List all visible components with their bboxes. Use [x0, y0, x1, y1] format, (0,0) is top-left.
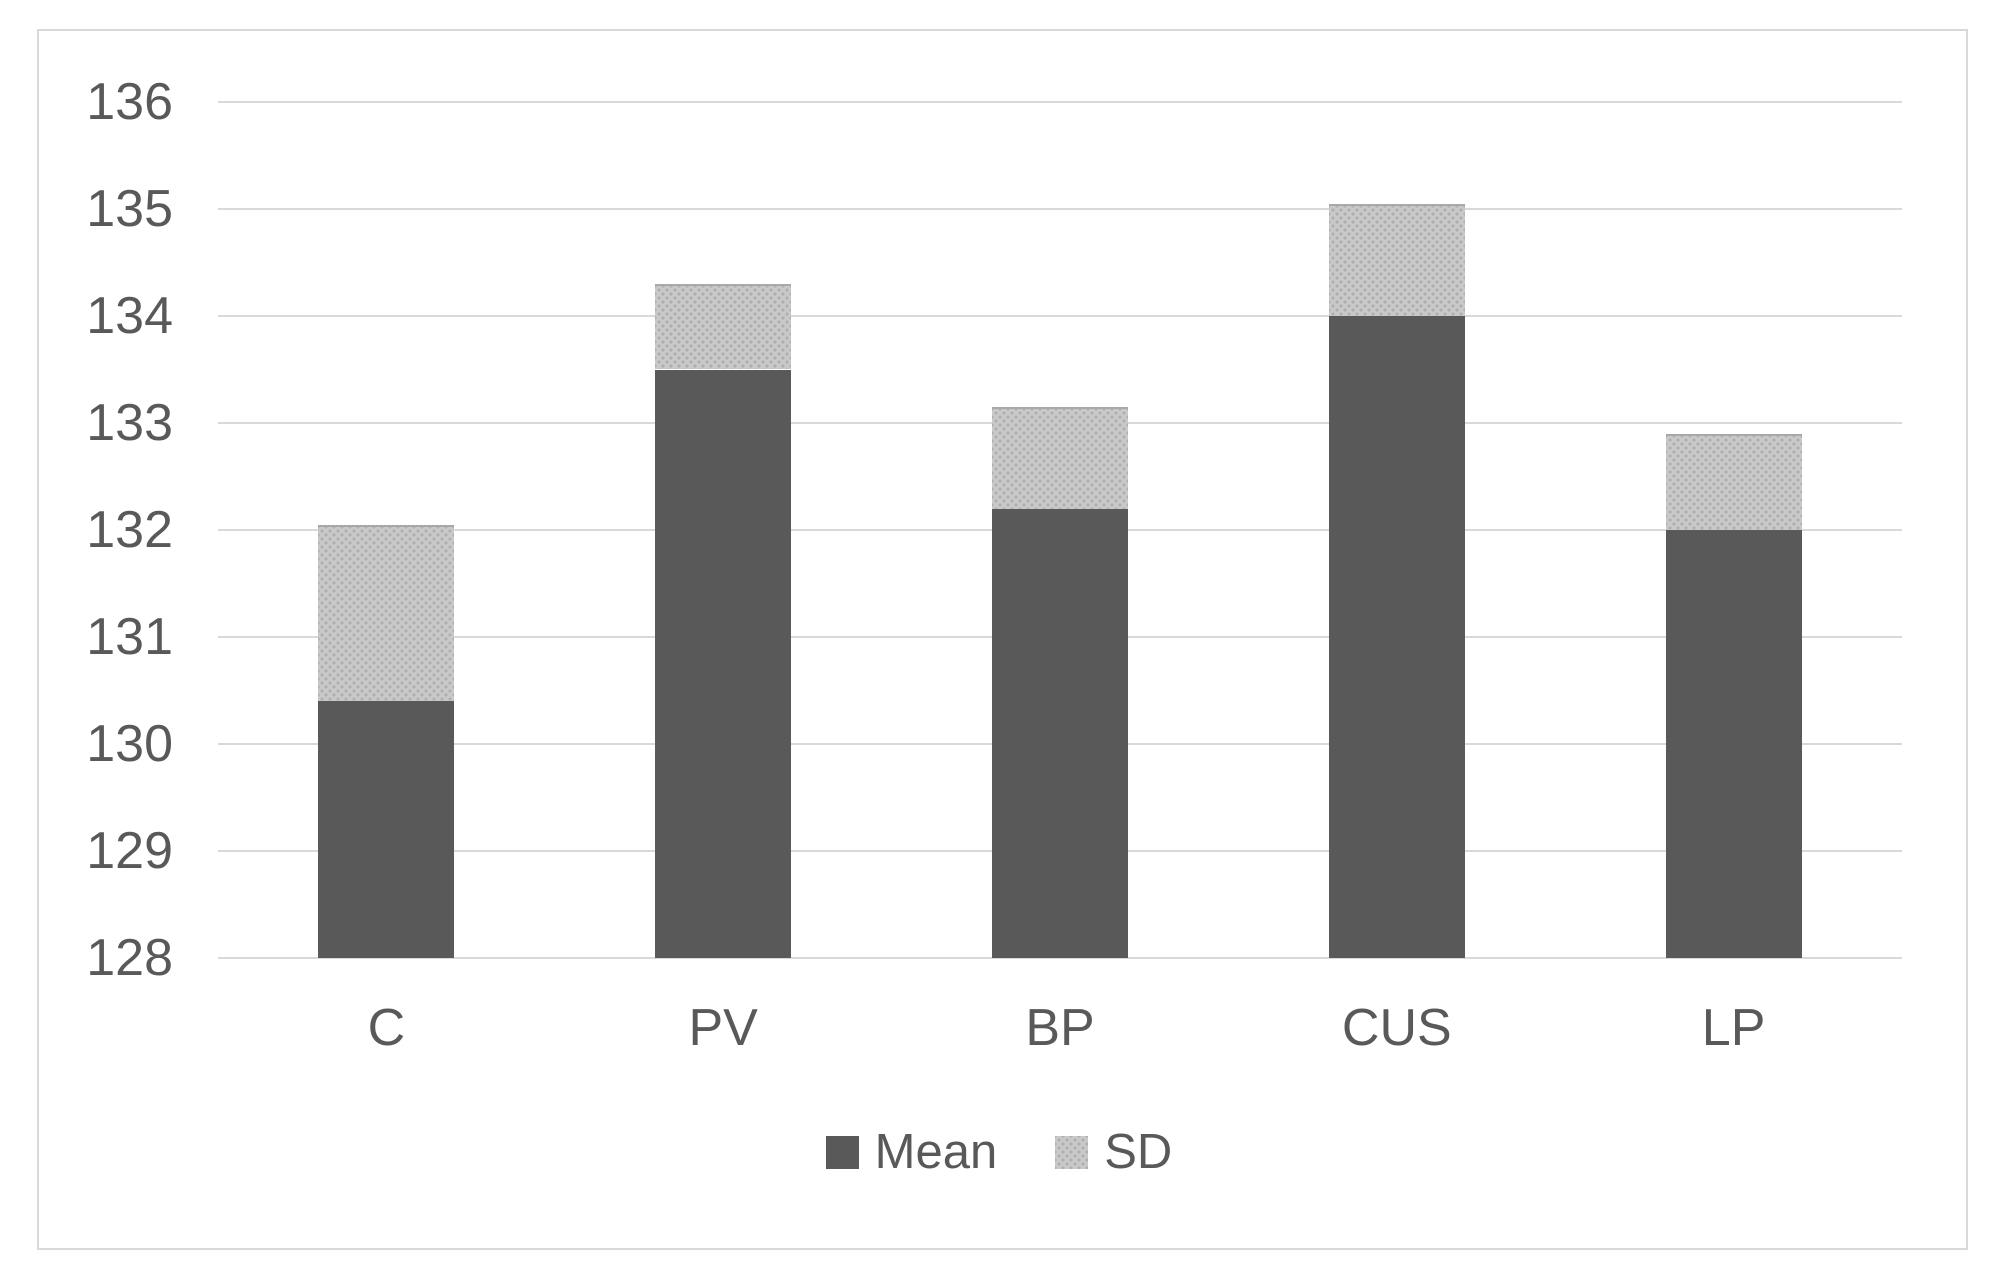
legend-label-sd: SD: [1104, 1125, 1173, 1179]
legend-item-sd: SD: [1055, 1128, 1172, 1177]
y-tick-label-132: 132: [86, 501, 173, 559]
bar-sd-PV: [655, 283, 792, 370]
gridline-136: [218, 101, 1902, 103]
y-tick-label-134: 134: [86, 287, 173, 345]
bar-sd-CUS: [1328, 203, 1465, 316]
y-tick-label-136: 136: [86, 73, 173, 131]
x-category-label-BP: BP: [1025, 999, 1095, 1057]
bar-mean-BP: [992, 508, 1128, 958]
y-tick-label-129: 129: [86, 822, 173, 880]
legend-swatch-sd-icon: [1055, 1136, 1089, 1169]
x-category-label-CUS: CUS: [1341, 999, 1452, 1057]
x-category-label-LP: LP: [1701, 999, 1766, 1057]
y-tick-label-128: 128: [86, 929, 173, 987]
x-category-label-PV: PV: [688, 999, 758, 1057]
legend-label-mean: Mean: [874, 1125, 998, 1179]
legend-swatch-mean-icon: [825, 1136, 859, 1169]
bar-mean-CUS: [1328, 316, 1465, 958]
bar-mean-C: [318, 701, 455, 958]
y-tick-label-130: 130: [86, 715, 173, 773]
legend: Mean SD: [0, 1128, 1998, 1177]
bar-mean-LP: [1665, 530, 1802, 958]
y-tick-label-135: 135: [86, 180, 173, 238]
bar-sd-C: [318, 524, 455, 702]
gridline-128: [218, 957, 1902, 959]
gridline-134: [218, 315, 1902, 317]
legend-item-mean: Mean: [825, 1125, 998, 1179]
gridline-135: [218, 208, 1902, 210]
y-tick-label-133: 133: [86, 394, 173, 452]
y-tick-label-131: 131: [86, 608, 173, 666]
x-category-label-C: C: [367, 999, 406, 1057]
bar-sd-LP: [1665, 433, 1802, 530]
bar-mean-PV: [655, 369, 792, 958]
bar-sd-BP: [992, 406, 1128, 509]
